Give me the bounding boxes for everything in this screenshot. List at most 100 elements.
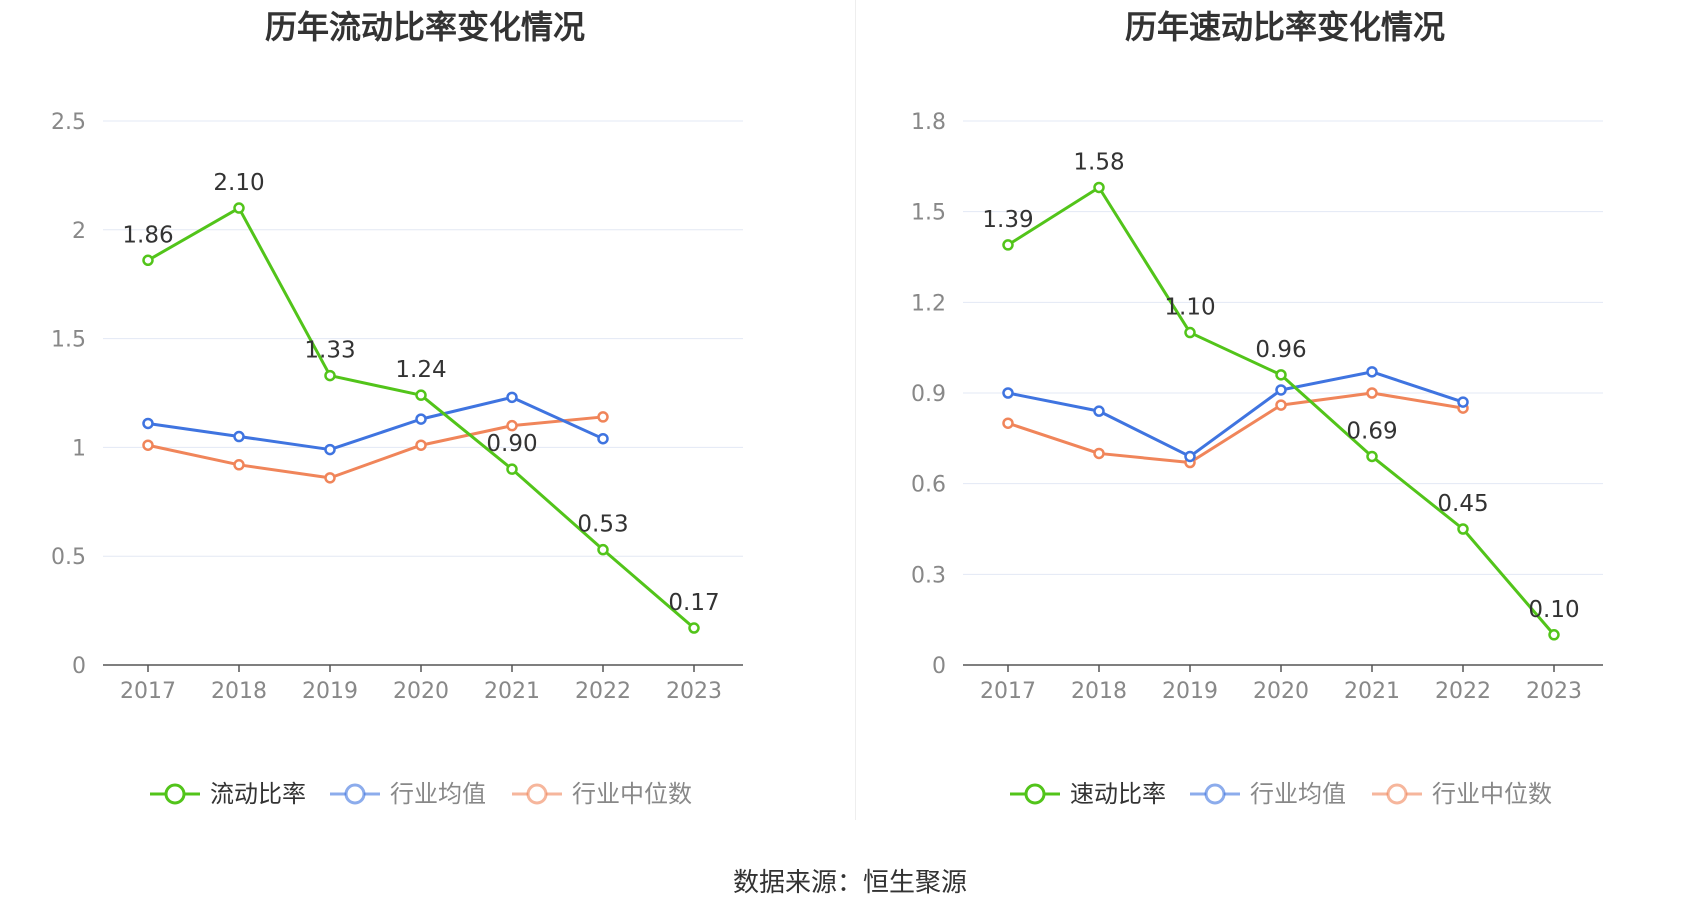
data-label: 1.86 [122,222,173,248]
y-tick-label: 0.3 [911,563,946,588]
legend-label: 行业均值 [1250,780,1346,808]
data-point [506,419,518,432]
data-label: 2.10 [213,170,264,196]
y-tick-label: 1.8 [911,110,946,135]
data-point [415,413,427,425]
x-tick-label: 2018 [211,679,267,704]
x-tick-label: 2020 [393,679,449,704]
series-line [1007,185,1556,636]
data-point [597,432,609,445]
chart-plot: 0 0.3 0.6 0.9 1.2 1.5 1.8 2017 2018 2019 2020 2021 2… [911,110,1603,808]
x-tick-label: 2017 [980,679,1036,704]
data-point [324,369,336,382]
data-point [233,459,245,471]
y-tick-label: 1 [72,436,86,461]
panel-divider [855,0,856,820]
x-tick-label: 2023 [666,679,722,704]
legend-marker [1024,783,1046,805]
data-point [1548,629,1560,641]
data-point [1275,399,1287,411]
data-point [688,622,700,634]
legend-marker [344,783,366,805]
y-tick-label: 1.5 [911,201,946,226]
legend-label: 行业中位数 [1432,780,1552,808]
legend-item: 行业中位数 [1372,780,1552,808]
data-point [1184,326,1196,339]
legend-item: 行业均值 [1190,780,1346,808]
data-point [142,254,154,267]
x-tick-label: 2019 [302,679,358,704]
series-line [1007,370,1464,458]
data-point [1093,405,1105,417]
series-line [147,415,604,480]
x-tick-label: 2019 [1162,679,1218,704]
quick-ratio-chart: 历年速动比率变化情况 0 0.3 0.6 0.9 1.2 1.5 1.8 2017 2018 20… [860,0,1700,830]
legend-marker [164,783,186,805]
y-tick-label: 0 [932,654,946,679]
data-point [506,391,518,404]
data-point [1366,450,1378,463]
y-tick-label: 1.2 [911,291,946,316]
y-tick-label: 2.5 [51,110,86,135]
legend-item: 速动比率 [1010,780,1166,808]
legend-label: 流动比率 [210,780,306,808]
data-point [506,463,518,475]
legend-item: 行业均值 [330,780,486,808]
data-point [233,202,245,214]
data-label: 0.17 [668,590,719,616]
chart-plot: 0 0.5 1 1.5 2 2.5 2017 2018 2019 2020 2021 2022 2023… [51,110,743,808]
data-label: 0.45 [1437,491,1488,517]
data-point [1275,369,1287,381]
series-line [1007,391,1464,465]
y-tick-label: 1.5 [51,328,86,353]
x-tick-label: 2017 [120,679,176,704]
data-point [597,411,609,423]
series-line [147,395,604,452]
legend-item: 行业中位数 [512,780,692,808]
data-point [415,389,427,401]
x-tick-label: 2020 [1253,679,1309,704]
legend-label: 行业中位数 [572,780,692,808]
data-point [1002,387,1014,399]
data-point [1002,239,1014,251]
data-point [1093,181,1105,194]
data-point [1366,366,1378,378]
data-point [233,430,245,443]
data-source-note: 数据来源：恒生聚源 [732,868,967,898]
y-tick-label: 0.5 [51,545,86,570]
data-point [597,543,609,556]
legend-label: 行业均值 [390,780,486,808]
chart-title: 历年速动比率变化情况 [1124,8,1445,46]
data-label: 0.90 [486,431,537,457]
data-point [142,417,154,430]
data-label: 1.58 [1073,149,1124,175]
y-tick-label: 0 [72,654,86,679]
data-point [1184,450,1196,463]
legend-label: 速动比率 [1070,780,1166,808]
data-point [142,439,154,451]
legend-marker [1204,783,1226,805]
data-point [1457,396,1469,408]
data-point [1275,384,1287,396]
x-tick-label: 2021 [484,679,540,704]
data-label: 1.39 [982,207,1033,233]
y-tick-label: 2 [72,219,86,244]
data-label: 0.69 [1346,418,1397,444]
data-label: 1.10 [1164,295,1215,321]
x-tick-label: 2021 [1344,679,1400,704]
current-ratio-chart: 历年流动比率变化情况 0 0.5 1 1.5 2 2.5 2017 2018 2019 2020 2… [0,0,850,830]
data-point [1366,387,1378,399]
data-point [1093,447,1105,460]
data-label: 0.96 [1255,337,1306,363]
legend-marker [526,783,548,805]
x-tick-label: 2018 [1071,679,1127,704]
x-tick-label: 2022 [1435,679,1491,704]
data-point [324,472,336,484]
y-tick-label: 0.9 [911,382,946,407]
data-point [1002,417,1014,429]
legend-marker [1386,783,1408,805]
data-point [1457,523,1469,535]
data-label: 1.33 [304,338,355,364]
chart-title: 历年流动比率变化情况 [264,8,585,46]
data-label: 1.24 [395,357,446,383]
